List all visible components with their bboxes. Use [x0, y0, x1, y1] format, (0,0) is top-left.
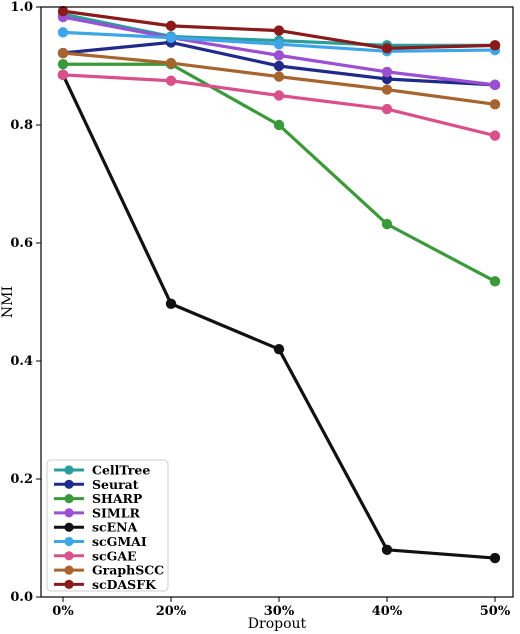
legend-item: scGMAI [54, 534, 147, 549]
legend-item: SHARP [54, 491, 143, 506]
series-lines [57, 5, 501, 564]
legend-item: SIMLR [54, 505, 141, 520]
legend-label: CellTree [92, 463, 150, 478]
legend-box [46, 459, 169, 592]
legend-item: CellTree [54, 463, 150, 478]
legend-swatch-marker [64, 565, 74, 575]
series-scgae [57, 69, 501, 141]
data-point [57, 69, 69, 81]
legend-swatch-marker [64, 536, 74, 547]
legend: CellTreeSeuratSHARPSIMLRscENAscGMAIscGAE… [46, 459, 169, 592]
data-point [165, 57, 177, 69]
data-point [381, 84, 393, 95]
x-tick-label: 50% [480, 604, 511, 619]
data-point [273, 90, 285, 101]
legend-swatch-marker [64, 522, 74, 532]
y-tick-label: 1.0 [10, 0, 33, 15]
data-point [489, 552, 501, 564]
data-point [273, 344, 285, 355]
data-point [381, 66, 393, 78]
data-point [489, 99, 501, 110]
legend-item: GraphSCC [54, 563, 164, 578]
data-point [273, 50, 285, 61]
legend-label: GraphSCC [92, 563, 164, 578]
legend-item: Seurat [54, 477, 139, 492]
y-tick-label: 0.6 [10, 236, 33, 251]
legend-item: scENA [54, 520, 138, 535]
y-tick-label: 0.2 [10, 472, 33, 487]
legend-label: Seurat [92, 477, 139, 492]
x-tick-label: 0% [52, 604, 74, 619]
data-point [273, 71, 285, 82]
data-point [489, 79, 501, 91]
series-scdasfk [57, 5, 501, 54]
legend-swatch-marker [64, 551, 74, 561]
y-tick-label: 0.0 [10, 590, 33, 605]
data-point [165, 75, 177, 86]
x-axis-title: Dropout [248, 616, 307, 632]
x-tick-label: 20% [156, 604, 187, 619]
data-point [57, 27, 69, 38]
series-graphscc [57, 47, 501, 110]
data-point [273, 60, 285, 72]
plot-frame [40, 6, 514, 598]
data-point [381, 103, 393, 115]
data-point [57, 47, 69, 59]
data-point [57, 5, 69, 17]
legend-item: scGAE [54, 548, 137, 563]
data-point [165, 32, 177, 43]
data-point [165, 20, 177, 32]
data-point [489, 130, 501, 141]
legend-label: SIMLR [92, 505, 141, 520]
x-tick-label: 40% [372, 604, 403, 619]
legend-label: scDASFK [92, 577, 157, 592]
data-point [273, 38, 285, 50]
legend-label: scGAE [92, 548, 137, 563]
legend-swatch-marker [64, 579, 74, 590]
y-tick-label: 0.4 [10, 354, 33, 369]
series-sharp [57, 59, 501, 287]
data-point [57, 59, 69, 70]
legend-label: scGMAI [92, 534, 147, 549]
data-point [273, 25, 285, 36]
legend-swatch-marker [64, 494, 74, 504]
data-point [381, 43, 393, 54]
y-tick-label: 0.8 [10, 118, 33, 133]
legend-swatch-marker [64, 508, 74, 518]
legend-label: SHARP [92, 491, 143, 506]
data-point [381, 544, 393, 555]
data-point [381, 218, 393, 230]
axis-ticks: 0.0 0.2 0.4 0.6 0.8 1.0 0% 20% 30% 40% 50% [10, 0, 510, 619]
data-point [489, 40, 501, 51]
y-axis-title: NMI [0, 286, 16, 318]
data-point [273, 119, 285, 131]
legend-label: scENA [92, 520, 138, 535]
legend-swatch-marker [64, 479, 74, 489]
legend-item: scDASFK [54, 577, 157, 592]
data-point [165, 298, 177, 309]
legend-swatch-marker [64, 465, 74, 475]
data-point [489, 276, 501, 287]
x-tick-label: 30% [264, 604, 295, 619]
